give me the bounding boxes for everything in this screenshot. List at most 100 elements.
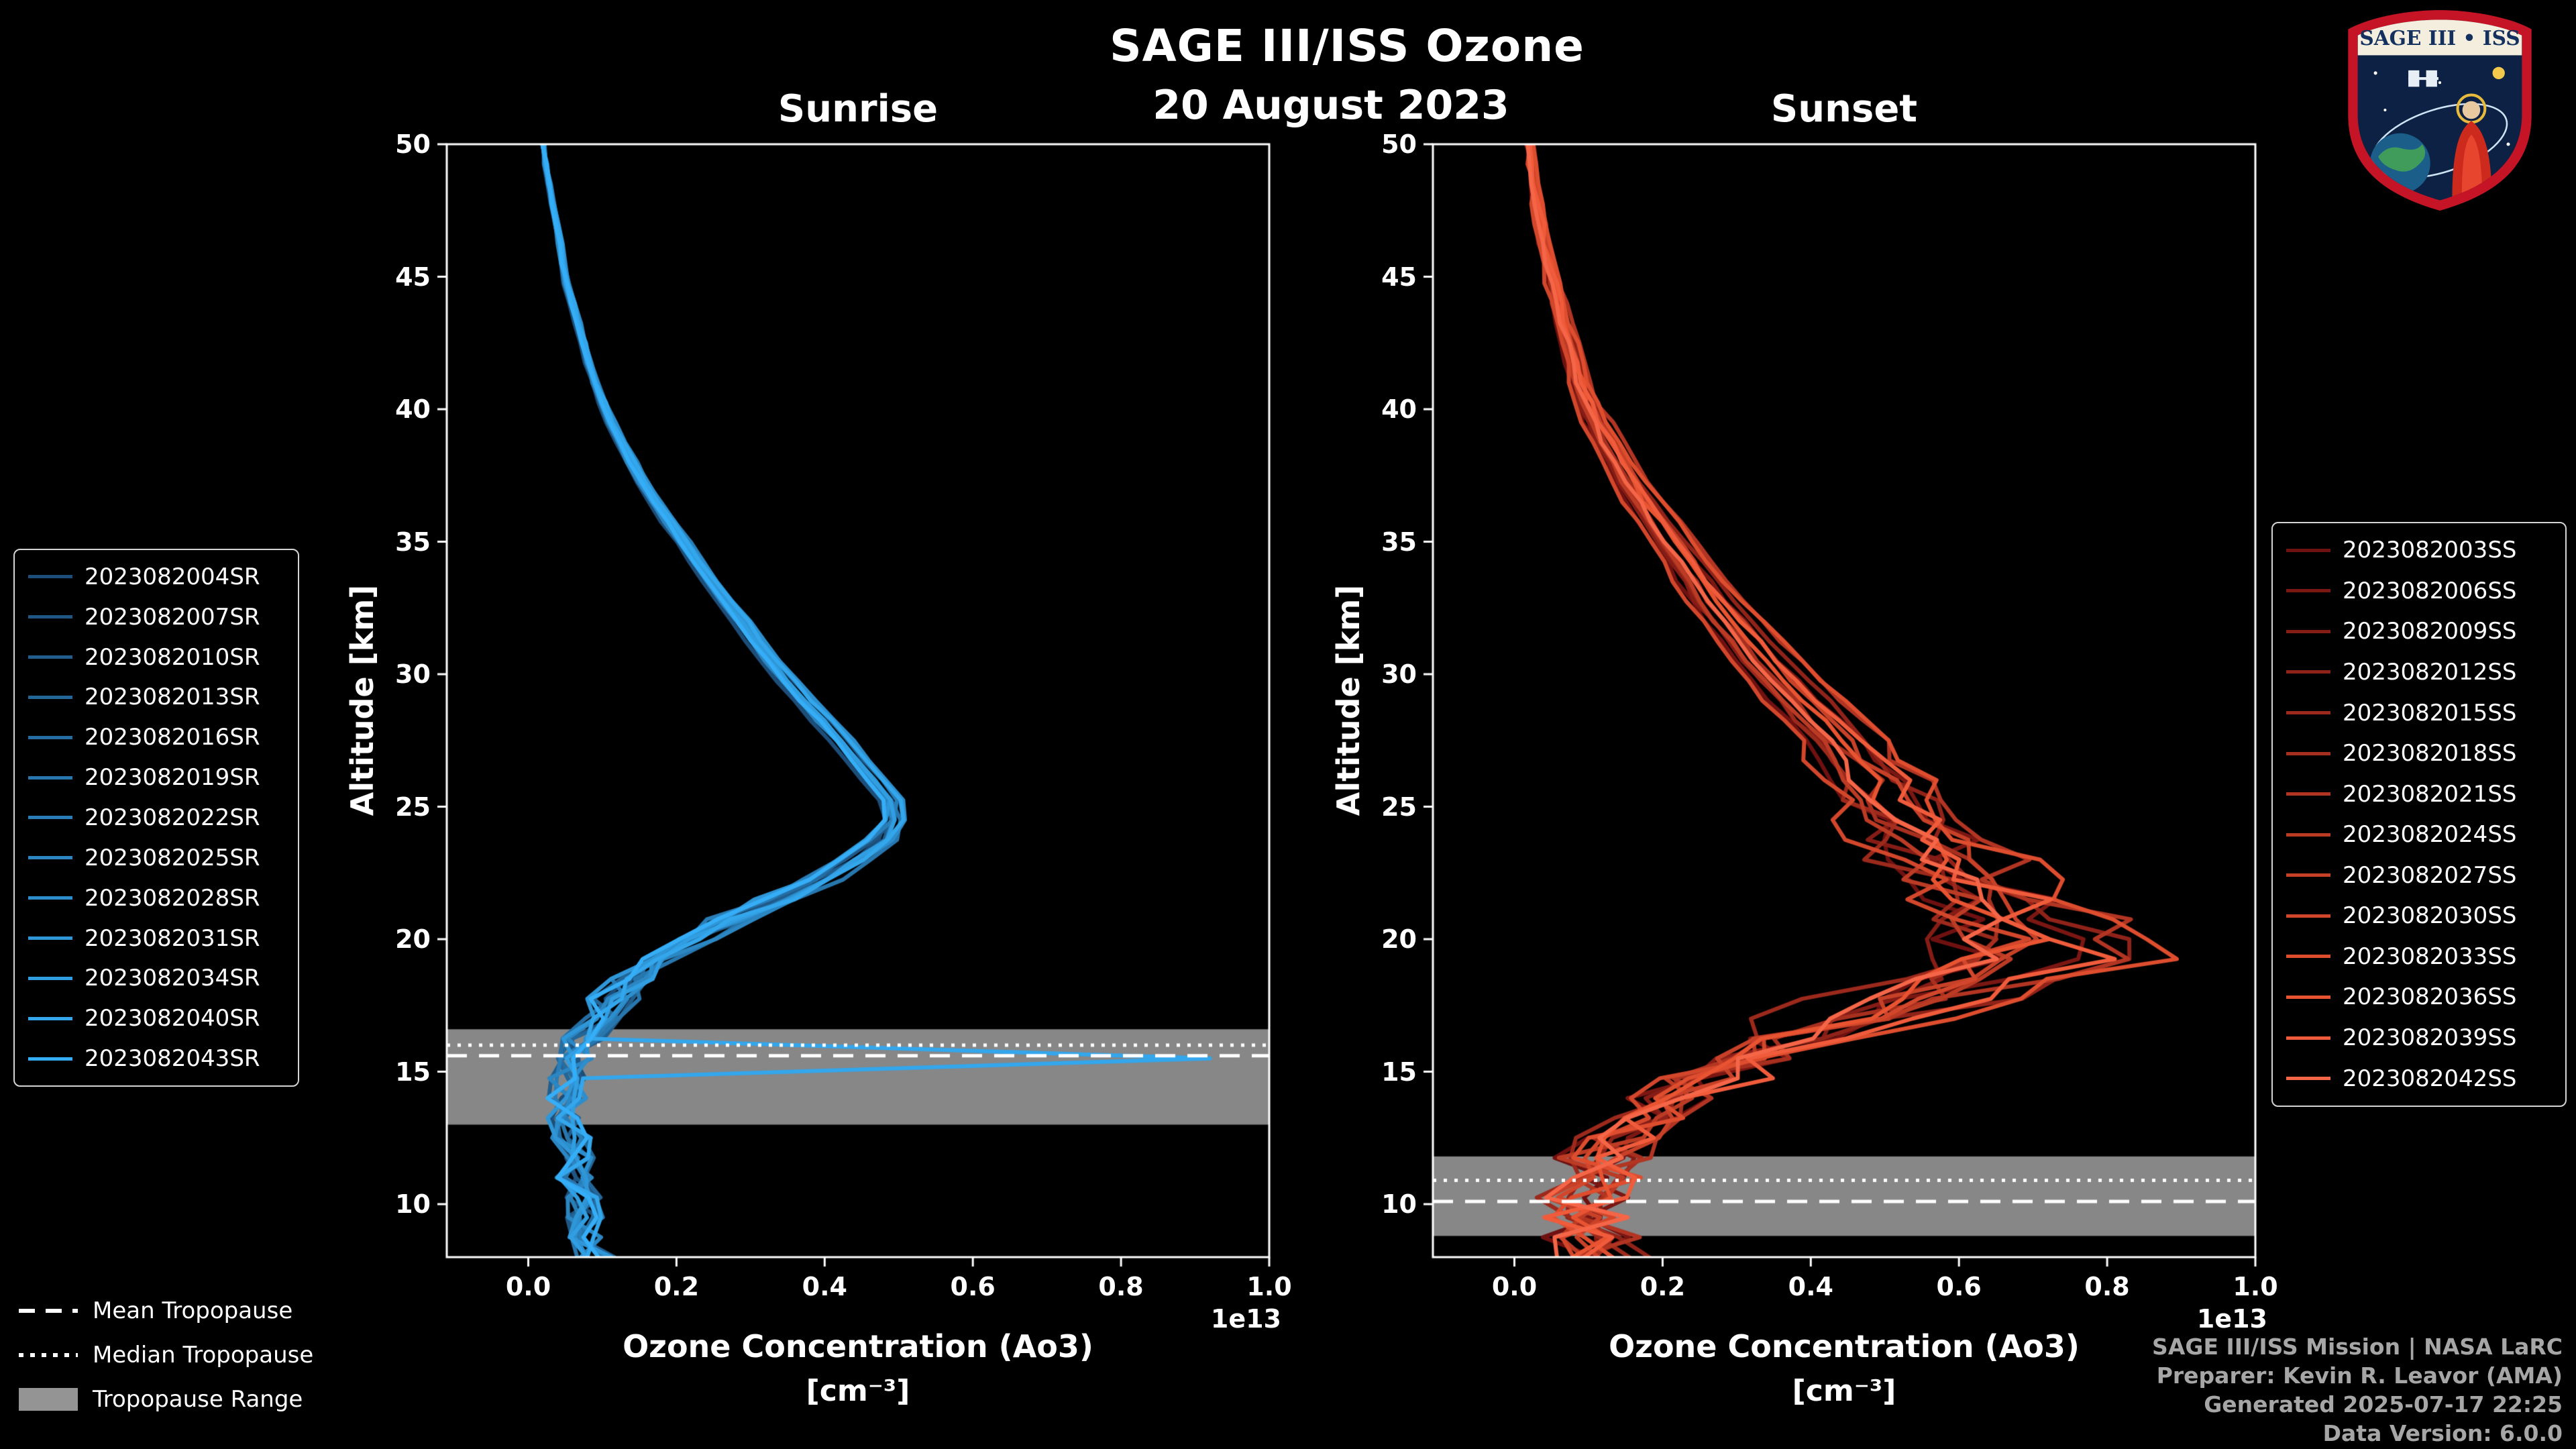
legend-label: Mean Tropopause <box>93 1297 293 1324</box>
tick-label: 0.2 <box>653 1272 700 1301</box>
legend-label: 2023082034SR <box>85 965 260 992</box>
sunrise-legend: 2023082004SR 2023082007SR 2023082010SR 2023… <box>13 549 299 1087</box>
legend-label: 2023082007SR <box>85 603 260 631</box>
tick-label: 30 <box>395 659 431 689</box>
legend-swatch <box>28 896 72 900</box>
tick-label: 45 <box>395 262 431 292</box>
legend-swatch <box>28 856 72 860</box>
credits-block: SAGE III/ISS Mission | NASA LaRC Prepare… <box>2152 1332 2563 1448</box>
legend-swatch <box>2286 995 2330 999</box>
legend-label: 2023082024SS <box>2343 821 2517 849</box>
legend-swatch <box>2286 751 2330 755</box>
tick-label: 0.6 <box>950 1272 996 1301</box>
sage-iss-logo: SAGE III • ISS <box>2348 10 2532 211</box>
legend-label: 2023082018SS <box>2343 740 2517 767</box>
tick-label: 0.2 <box>1640 1272 1686 1301</box>
iss-icon <box>2408 70 2438 87</box>
median-tropopause-legend-item: Median Tropopause <box>19 1338 313 1373</box>
sunset-axis-offset-label: 1e13 <box>2196 1304 2267 1334</box>
tick-label: 20 <box>1381 924 1417 954</box>
legend-item: 2023082004SR <box>28 564 284 590</box>
legend-item: 2023082039SS <box>2286 1024 2552 1051</box>
sunset-legend: 2023082003SS 2023082006SS 2023082009SS 2023… <box>2271 522 2567 1107</box>
sunset-y-axis-label: Altitude [km] <box>1330 584 1366 816</box>
legend-label: 2023082006SS <box>2343 577 2517 604</box>
legend-label: 2023082033SS <box>2343 943 2517 970</box>
tick-label: 30 <box>1381 659 1417 689</box>
legend-label: 2023082030SS <box>2343 902 2517 930</box>
gray-band-sample <box>19 1388 78 1411</box>
legend-item: 2023082021SS <box>2286 781 2552 808</box>
legend-swatch <box>2286 833 2330 837</box>
legend-label: 2023082012SS <box>2343 658 2517 686</box>
legend-swatch <box>2286 589 2330 593</box>
tick-label: 50 <box>395 129 431 159</box>
legend-item: 2023082015SS <box>2286 700 2552 727</box>
legend-label: 2023082027SS <box>2343 861 2517 889</box>
legend-swatch <box>28 1016 72 1020</box>
legend-label: 2023082010SR <box>85 643 260 671</box>
credits-line: Data Version: 6.0.0 <box>2322 1420 2563 1446</box>
legend-label: 2023082031SR <box>85 924 260 952</box>
logo-title: SAGE III • ISS <box>2359 26 2520 50</box>
tick-label: 25 <box>1381 792 1417 822</box>
legend-swatch <box>2286 548 2330 552</box>
legend-swatch <box>2286 670 2330 674</box>
legend-label: 2023082022SR <box>85 804 260 831</box>
legend-item: 2023082007SR <box>28 604 284 631</box>
legend-label: 2023082028SR <box>85 884 260 912</box>
legend-item: 2023082024SS <box>2286 821 2552 848</box>
figure-icon <box>2452 93 2492 201</box>
legend-label: 2023082019SR <box>85 764 260 792</box>
legend-item: 2023082003SS <box>2286 537 2552 564</box>
legend-swatch <box>28 816 72 820</box>
legend-swatch <box>28 695 72 699</box>
legend-label: Median Tropopause <box>93 1342 314 1368</box>
legend-item: 2023082043SR <box>28 1045 284 1072</box>
legend-swatch <box>2286 955 2330 959</box>
legend-item: 2023082040SR <box>28 1005 284 1032</box>
legend-swatch <box>28 775 72 780</box>
legend-label: 2023082003SS <box>2343 537 2517 564</box>
tick-label: 1.0 <box>2233 1272 2278 1301</box>
sunrise-y-axis-label: Altitude [km] <box>344 584 380 816</box>
legend-swatch <box>2286 1077 2330 1081</box>
tick-label: 0.4 <box>1788 1272 1833 1301</box>
tick-label: 0.4 <box>802 1272 847 1301</box>
tick-label: 10 <box>1381 1189 1417 1219</box>
legend-swatch <box>28 936 72 941</box>
legend-label: 2023082009SS <box>2343 618 2517 645</box>
figure-title: SAGE III/ISS Ozone <box>1110 20 1585 72</box>
credits-line: Preparer: Kevin R. Leavor (AMA) <box>2156 1362 2563 1389</box>
legend-swatch <box>28 615 72 619</box>
legend-label: 2023082016SR <box>85 724 260 751</box>
legend-swatch <box>28 976 72 980</box>
tick-label: 35 <box>395 527 431 557</box>
legend-label: 2023082042SS <box>2343 1065 2517 1092</box>
legend-item: 2023082036SS <box>2286 983 2552 1010</box>
sunrise-panel-title: Sunrise <box>777 87 938 131</box>
dotted-line-sample <box>19 1353 78 1357</box>
tick-label: 15 <box>1381 1057 1417 1087</box>
legend-item: 2023082010SR <box>28 644 284 671</box>
legend-label: 2023082025SR <box>85 844 260 871</box>
legend-swatch <box>28 735 72 739</box>
legend-item: 2023082022SR <box>28 804 284 831</box>
figure-date: 20 August 2023 <box>1152 82 1509 129</box>
legend-item: 2023082018SS <box>2286 740 2552 767</box>
sun-icon <box>2492 66 2505 80</box>
credits-line: SAGE III/ISS Mission | NASA LaRC <box>2152 1334 2563 1360</box>
legend-label: 2023082039SS <box>2343 1024 2517 1052</box>
earth-landmass <box>2378 144 2426 172</box>
tick-label: 40 <box>395 394 431 424</box>
tick-label: 0.8 <box>1098 1272 1144 1301</box>
tick-label: 25 <box>395 792 431 822</box>
tick-label: 10 <box>395 1189 431 1219</box>
legend-swatch <box>28 575 72 579</box>
legend-item: 2023082030SS <box>2286 902 2552 929</box>
legend-item: 2023082034SR <box>28 965 284 991</box>
tropopause-legend: Mean Tropopause Median Tropopause Tropop… <box>19 1293 313 1417</box>
sunset-panel-title: Sunset <box>1770 87 1918 131</box>
legend-item: 2023082012SS <box>2286 659 2552 686</box>
